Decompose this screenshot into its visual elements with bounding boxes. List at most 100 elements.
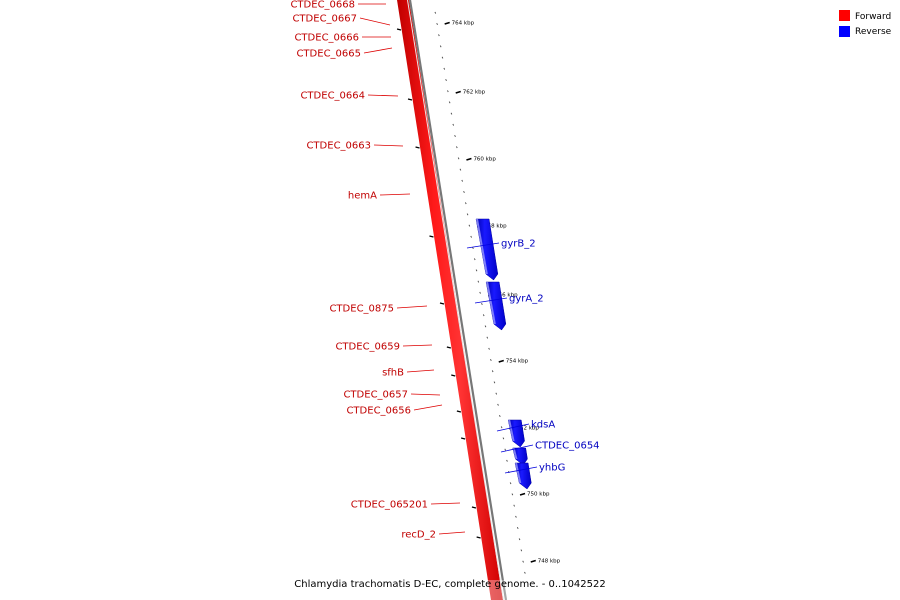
- minor-tick: [452, 123, 455, 126]
- minor-tick: [456, 146, 458, 149]
- minor-tick: [436, 22, 438, 26]
- minor-tick: [490, 358, 492, 362]
- forward-gene-tick: [415, 146, 420, 149]
- minor-tick: [454, 134, 456, 138]
- minor-tick: [443, 67, 446, 70]
- backbone-line: [408, 0, 508, 600]
- reverse-gene-label: CTDEC_0654: [535, 441, 600, 452]
- gyrB-arrow: [475, 218, 499, 281]
- forward-leader-line: [438, 531, 466, 535]
- minor-tick: [438, 34, 440, 37]
- forward-gene-ticks: [396, 28, 481, 539]
- minor-tick: [450, 112, 453, 115]
- axis-tick-label: 756 kbp: [495, 293, 518, 299]
- minor-tick: [506, 459, 508, 462]
- forward-gene-tick: [446, 346, 452, 349]
- minor-tick: [524, 571, 526, 574]
- minor-tick: [457, 157, 460, 160]
- minor-tick: [509, 482, 512, 485]
- axis-tick-label: 758 kbp: [484, 224, 507, 230]
- minor-tick: [448, 101, 451, 104]
- axis-tick-label: 764 kbp: [452, 21, 475, 27]
- kdsA-arrow-highlight: [508, 420, 515, 441]
- minor-tick: [499, 414, 501, 418]
- minor-tick: [466, 213, 469, 216]
- major-tick: [444, 21, 450, 25]
- minor-tick: [491, 370, 494, 373]
- axis-tick-label: 760 kbp: [473, 157, 496, 163]
- forward-leader-line: [413, 404, 443, 411]
- forward-gene-tick: [460, 437, 466, 440]
- forward-strand-band: [397, 0, 503, 600]
- scale-major-ticks: 764 kbp 762 kbp 760 kbp 758 kbp 756 kbp 754 k…: [444, 21, 561, 565]
- minor-tick: [484, 325, 487, 328]
- forward-gene-label: CTDEC_0875: [329, 304, 394, 315]
- forward-gene-tick: [451, 374, 456, 377]
- forward-gene-tick: [429, 235, 434, 238]
- yhbG-arrow: [514, 462, 532, 490]
- reverse-gene-label: gyrA_2: [509, 294, 544, 305]
- minor-tick: [520, 549, 523, 552]
- legend-reverse-label: Reverse: [855, 27, 892, 37]
- minor-tick: [459, 168, 462, 171]
- minor-tick: [479, 291, 481, 294]
- forward-gene-label: CTDEC_0659: [335, 342, 400, 353]
- minor-tick: [473, 258, 476, 261]
- genome-caption: Chlamydia trachomatis D-EC, complete gen…: [294, 579, 606, 590]
- minor-tick: [497, 403, 499, 406]
- scale-minor-ticks: [434, 11, 526, 574]
- minor-tick: [463, 190, 465, 194]
- forward-gene-label: CTDEC_0663: [306, 141, 371, 152]
- forward-gene-label: CTDEC_0668: [290, 0, 355, 11]
- forward-gene-label: recD_2: [401, 530, 436, 541]
- forward-leader-line: [379, 193, 411, 196]
- legend-forward-swatch: [839, 10, 850, 21]
- legend-forward-label: Forward: [855, 12, 891, 22]
- forward-leader-line: [373, 144, 404, 147]
- minor-tick: [447, 90, 449, 93]
- legend-reverse-swatch: [839, 26, 850, 37]
- minor-tick: [434, 11, 437, 14]
- reverse-genes: [475, 218, 532, 490]
- axis-tick-label: 754 kbp: [506, 359, 529, 365]
- gene-labels: CTDEC_0668 CTDEC_0667 CTDEC_0666 CTDEC_0665…: [290, 0, 599, 541]
- minor-tick: [504, 448, 507, 451]
- minor-tick: [482, 314, 485, 317]
- reverse-gene-label: yhbG: [539, 463, 565, 474]
- minor-tick: [502, 437, 505, 440]
- axis-tick-label: 762 kbp: [463, 90, 486, 96]
- forward-leader-line: [396, 305, 428, 309]
- minor-tick: [493, 381, 496, 384]
- gyrA-arrow-highlight: [486, 282, 496, 324]
- forward-gene-label: CTDEC_0665: [296, 49, 361, 60]
- minor-tick: [477, 280, 480, 283]
- minor-tick: [441, 56, 444, 59]
- axis-tick-label: 748 kbp: [538, 559, 561, 565]
- minor-tick: [464, 202, 467, 205]
- ctdec-0654-arrow-highlight: [512, 448, 518, 459]
- axis-tick-label: 752 kbp: [516, 426, 539, 432]
- major-tick: [455, 90, 461, 94]
- forward-gene-label: CTDEC_0656: [346, 406, 411, 417]
- reverse-leader-line: [496, 423, 530, 432]
- major-tick: [498, 359, 504, 363]
- forward-gene-tick: [476, 536, 481, 539]
- axis-tick-label: 750 kbp: [527, 492, 550, 498]
- minor-tick: [495, 392, 498, 395]
- minor-tick: [488, 347, 490, 350]
- minor-tick: [511, 493, 514, 496]
- yhbG-arrow-highlight: [515, 463, 522, 483]
- forward-gene-tick: [396, 28, 402, 31]
- forward-leader-line: [406, 369, 435, 373]
- forward-leader-line: [359, 17, 391, 26]
- forward-gene-label: hemA: [348, 191, 377, 202]
- backbone-highlight: [407, 0, 504, 600]
- reverse-leader-line: [474, 297, 508, 304]
- minor-tick: [516, 526, 519, 530]
- ctdec-0654-arrow: [512, 447, 528, 466]
- forward-gene-label: sfhB: [382, 368, 404, 379]
- reverse-gene-label: kdsA: [531, 420, 555, 431]
- legend: Forward Reverse: [839, 10, 892, 37]
- label-leader-lines: [358, 3, 538, 535]
- forward-gene-label: CTDEC_0667: [292, 14, 357, 25]
